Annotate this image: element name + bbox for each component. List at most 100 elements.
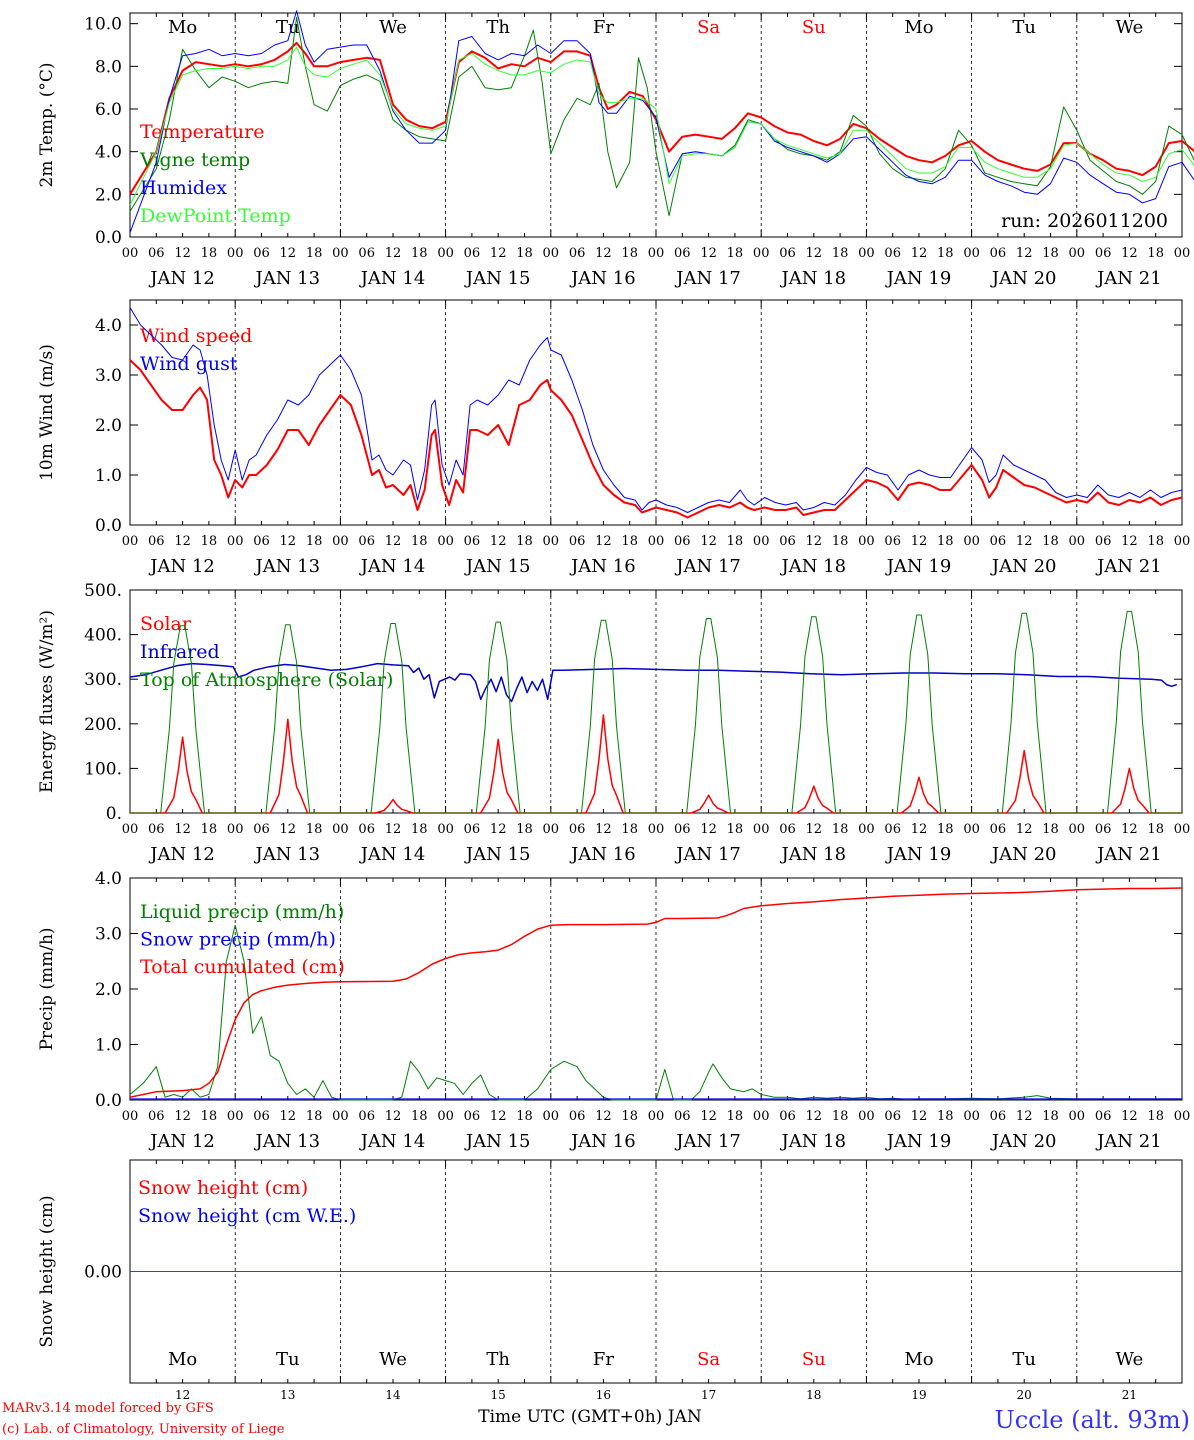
precip-hour-label: 18 <box>621 1109 638 1124</box>
temp-hour-label: 00 <box>1174 246 1191 261</box>
wind-hour-label: 12 <box>911 534 928 549</box>
snow-legend-0: Snow height (cm) <box>138 1177 308 1199</box>
temp-date-label: JAN 15 <box>464 268 531 289</box>
temp-hour-label: 12 <box>1016 246 1033 261</box>
precip-hour-label: 06 <box>674 1109 691 1124</box>
precip-hour-label: 18 <box>727 1109 744 1124</box>
wind-y-tick-label: 1.0 <box>95 466 122 486</box>
precip-hour-label: 12 <box>911 1109 928 1124</box>
energy-series-top-of-atmosphere-solar- <box>130 610 1182 814</box>
energy-hour-label: 18 <box>937 822 954 837</box>
temp-date-label: JAN 19 <box>885 268 952 289</box>
precip-legend-2: Total cumulated (cm) <box>140 956 345 978</box>
energy-hour-label: 18 <box>411 822 428 837</box>
energy-hour-label: 00 <box>753 822 770 837</box>
precip-y-tick-label: 4.0 <box>95 869 122 889</box>
precip-y-tick-label: 2.0 <box>95 980 122 1000</box>
temp-hour-label: 12 <box>700 246 717 261</box>
temp-hour-label: 18 <box>621 246 638 261</box>
snow-day-number: 12 <box>175 1388 190 1402</box>
wind-hour-label: 00 <box>543 534 560 549</box>
snow-day-number: 13 <box>280 1388 295 1402</box>
precip-hour-label: 18 <box>1042 1109 1059 1124</box>
temp-hour-label: 18 <box>201 246 218 261</box>
energy-y-tick-label: 0. <box>106 804 122 824</box>
energy-hour-label: 00 <box>437 822 454 837</box>
wind-hour-label: 12 <box>595 534 612 549</box>
temp-hour-label: 00 <box>858 246 875 261</box>
precip-hour-label: 18 <box>201 1109 218 1124</box>
temp-hour-label: 12 <box>595 246 612 261</box>
wind-date-label: JAN 21 <box>1095 556 1162 577</box>
precip-hour-label: 06 <box>148 1109 165 1124</box>
precip-hour-label: 12 <box>490 1109 507 1124</box>
precip-hour-label: 18 <box>306 1109 323 1124</box>
precip-y-tick-label: 3.0 <box>95 925 122 945</box>
energy-y-tick-label: 200. <box>84 715 122 735</box>
wind-hour-label: 06 <box>990 534 1007 549</box>
wind-hour-label: 18 <box>201 534 218 549</box>
temp-legend-0: Temperature <box>140 121 264 143</box>
snow-day-number: 18 <box>806 1388 821 1402</box>
precip-hour-label: 12 <box>1121 1109 1138 1124</box>
precip-ylabel: Precip (mm/h) <box>37 927 57 1050</box>
wind-frame <box>129 299 1183 526</box>
temp-hour-label: 18 <box>937 246 954 261</box>
energy-hour-label: 06 <box>358 822 375 837</box>
snow-day-number: 21 <box>1122 1388 1137 1402</box>
location-label: Uccle (alt. 93m) <box>994 1406 1190 1434</box>
wind-hour-label: 18 <box>621 534 638 549</box>
wind-hour-label: 12 <box>1121 534 1138 549</box>
precip-hour-label: 00 <box>858 1109 875 1124</box>
wind-hour-label: 00 <box>437 534 454 549</box>
temp-hour-label: 06 <box>358 246 375 261</box>
panel-wind: 0.0 1.0 2.0 3.0 4.0 10m Wind (m/s) 00 06 12 18 JAN… <box>37 299 1190 577</box>
temp-series-dewpoint-temp <box>129 46 1194 206</box>
temp-date-label: JAN 16 <box>569 268 636 289</box>
temp-date-label: JAN 21 <box>1095 268 1162 289</box>
temp-hour-label: 18 <box>306 246 323 261</box>
temp-date-label: JAN 13 <box>254 268 321 289</box>
precip-hour-label: 18 <box>937 1109 954 1124</box>
temp-hour-label: 06 <box>1095 246 1112 261</box>
energy-hour-label: 12 <box>700 822 717 837</box>
temp-hour-label: 00 <box>543 246 560 261</box>
wind-date-label: JAN 15 <box>464 556 531 577</box>
precip-hour-label: 00 <box>437 1109 454 1124</box>
temp-hour-label: 12 <box>1121 246 1138 261</box>
precip-legend-1: Snow precip (mm/h) <box>140 929 336 951</box>
wind-hour-label: 06 <box>1095 534 1112 549</box>
wind-hour-label: 06 <box>674 534 691 549</box>
precip-hour-label: 06 <box>990 1109 1007 1124</box>
precip-hour-label: 06 <box>569 1109 586 1124</box>
precip-date-label: JAN 19 <box>885 1131 952 1152</box>
snow-weekday-label: Mo <box>168 1349 197 1370</box>
wind-hour-label: 12 <box>174 534 191 549</box>
wind-hour-label: 06 <box>569 534 586 549</box>
wind-hour-label: 00 <box>122 534 139 549</box>
temp-hour-label: 18 <box>1147 246 1164 261</box>
energy-hour-label: 12 <box>174 822 191 837</box>
temp-weekday-label: Mo <box>168 17 197 38</box>
energy-hour-label: 00 <box>543 822 560 837</box>
energy-date-label: JAN 20 <box>990 844 1057 865</box>
precip-hour-label: 06 <box>779 1109 796 1124</box>
energy-y-tick-label: 100. <box>84 759 122 779</box>
wind-hour-label: 06 <box>884 534 901 549</box>
energy-hour-label: 06 <box>884 822 901 837</box>
wind-date-label: JAN 18 <box>780 556 847 577</box>
energy-y-tick-label: 400. <box>84 626 122 646</box>
energy-hour-label: 06 <box>148 822 165 837</box>
temp-hour-label: 12 <box>911 246 928 261</box>
temp-hour-label: 00 <box>753 246 770 261</box>
wind-hour-label: 18 <box>727 534 744 549</box>
temp-hour-label: 06 <box>884 246 901 261</box>
precip-date-label: JAN 17 <box>674 1131 741 1152</box>
wind-hour-label: 12 <box>806 534 823 549</box>
temp-legend-2: Humidex <box>140 177 227 199</box>
wind-hour-label: 00 <box>227 534 244 549</box>
temp-hour-label: 12 <box>490 246 507 261</box>
panel-precip: 0.0 1.0 2.0 3.0 4.0 Precip (mm/h) 00 06 12 18 JAN … <box>37 869 1190 1152</box>
temp-legend-3: DewPoint Temp <box>140 205 291 227</box>
temp-hour-label: 06 <box>464 246 481 261</box>
